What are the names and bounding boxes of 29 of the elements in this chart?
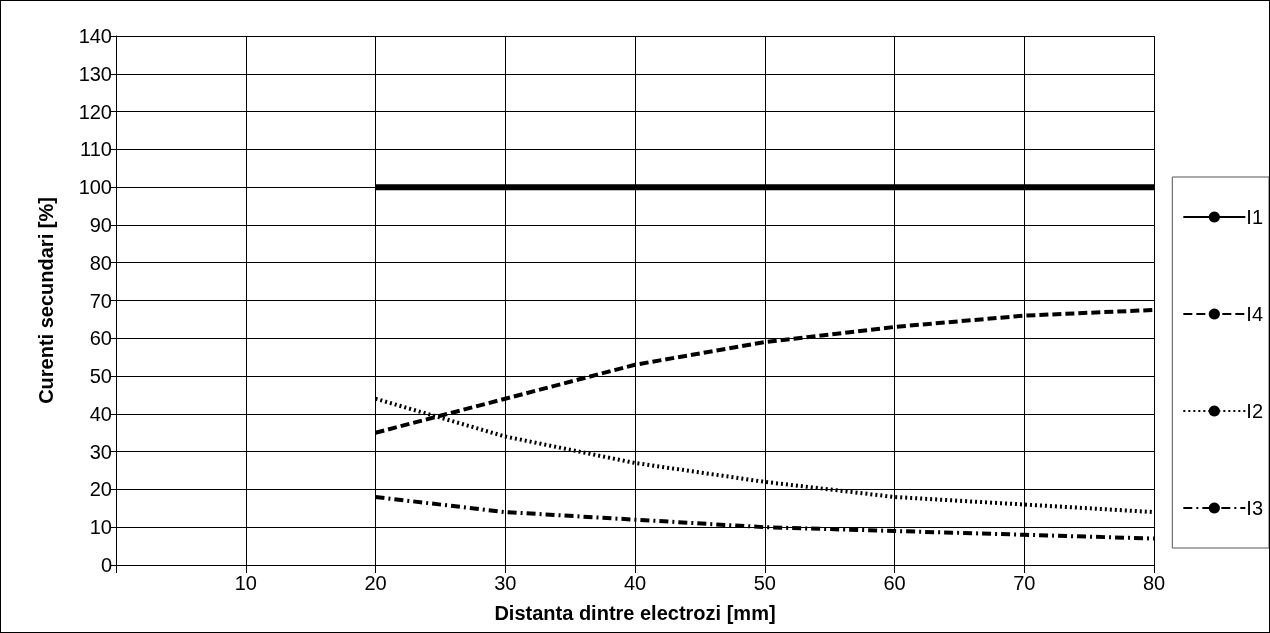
y-tick-label: 130 [78, 62, 112, 85]
x-axis-title: Distanta dintre electrozi [mm] [494, 602, 776, 624]
y-tick-label: 20 [89, 478, 112, 501]
legend-label: I3 [1246, 497, 1264, 519]
x-tick-label: 40 [623, 572, 647, 594]
legend-label: I1 [1246, 206, 1264, 228]
y-tick-label: 0 [100, 554, 112, 576]
x-tick-label: 70 [1013, 572, 1036, 594]
y-tick-label: 100 [78, 176, 112, 199]
y-tick-label: 10 [89, 516, 112, 539]
legend-label: I4 [1246, 303, 1264, 325]
y-tick-label: 110 [80, 138, 112, 161]
x-tick-label: 50 [753, 572, 776, 594]
y-tick-label: 80 [89, 251, 112, 274]
y-tick-label: 30 [89, 440, 112, 463]
y-axis-title: Curenti secundari [%] [35, 197, 57, 404]
x-tick-label: 60 [883, 572, 906, 594]
x-tick-label: 10 [234, 572, 257, 594]
y-tick-label: 90 [89, 213, 112, 236]
y-tick-label: 60 [89, 327, 112, 350]
x-tick-label: 30 [494, 572, 517, 594]
y-tick-label: 40 [89, 402, 112, 425]
y-tick-label: 120 [78, 100, 112, 123]
y-tick-label: 140 [78, 25, 112, 47]
x-tick-label: 20 [364, 572, 387, 594]
legend-label: I2 [1246, 400, 1264, 422]
y-tick-label: 50 [89, 365, 112, 388]
y-tick-label: 70 [89, 289, 112, 312]
x-tick-label: 80 [1142, 572, 1166, 594]
